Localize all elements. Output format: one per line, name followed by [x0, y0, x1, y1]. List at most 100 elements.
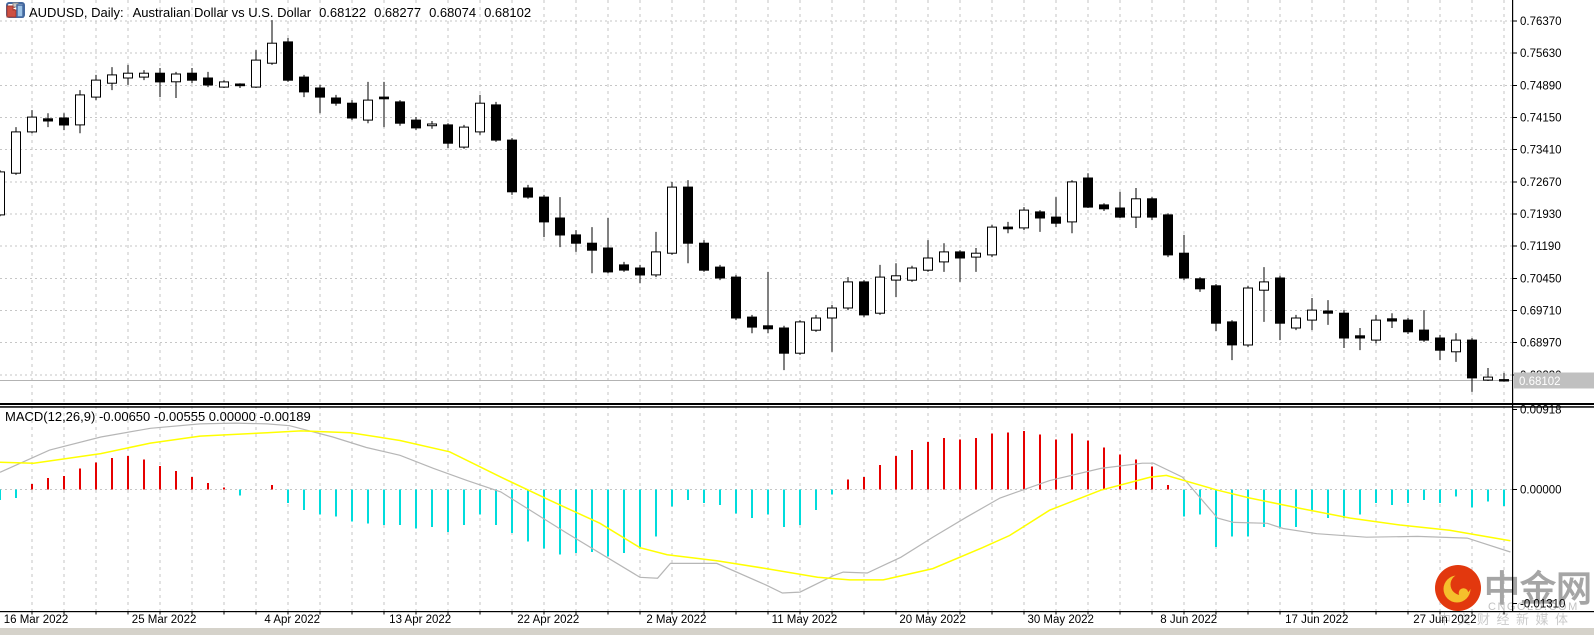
- candle-body: [171, 73, 181, 83]
- candle-body: [571, 234, 581, 244]
- candle-body: [139, 72, 149, 78]
- date-label[interactable]: 2 May 2022: [646, 614, 706, 626]
- symbol-title: AUDUSD, Daily:: [29, 4, 124, 20]
- candle-body: [587, 242, 597, 251]
- date-label[interactable]: 4 Apr 2022: [264, 614, 320, 626]
- macd-axis-label: -0.01310: [1520, 599, 1565, 611]
- date-label[interactable]: 27 Jun 2022: [1413, 614, 1476, 626]
- candle-body: [427, 123, 437, 127]
- candle-body: [779, 327, 789, 354]
- time-axis-line: [0, 611, 1594, 613]
- symbol-description: Australian Dollar vs U.S. Dollar: [132, 4, 312, 20]
- date-label[interactable]: 13 Apr 2022: [389, 614, 451, 626]
- candle-body: [43, 118, 53, 122]
- candle-body: [107, 74, 117, 84]
- candle-body: [299, 76, 309, 93]
- candle-body: [1099, 204, 1109, 210]
- price-axis-label: 0.75630: [1520, 48, 1562, 60]
- candle-body: [315, 87, 325, 98]
- price-axis-label: 0.74150: [1520, 113, 1562, 125]
- price-axis-line: [1512, 0, 1514, 612]
- candle-body: [27, 116, 37, 133]
- macd-axis-label: 0.00000: [1520, 484, 1562, 496]
- candle-body: [939, 251, 949, 263]
- candle-body: [603, 247, 613, 273]
- cngold-watermark: 中金网 CNGOLD.COM 中文财经新媒体: [1435, 565, 1592, 627]
- candle-body: [523, 187, 533, 198]
- candle-body: [1035, 211, 1045, 219]
- date-label[interactable]: 8 Jun 2022: [1160, 614, 1217, 626]
- candle-body: [747, 316, 757, 328]
- candle-body: [331, 97, 341, 104]
- price-axis-label: 0.68970: [1520, 338, 1562, 350]
- candle-body: [635, 267, 645, 276]
- price-axis-label: 0.73410: [1520, 145, 1562, 157]
- date-label[interactable]: 11 May 2022: [772, 614, 838, 626]
- candle-body: [731, 276, 741, 319]
- price-axis-label: 0.71190: [1520, 241, 1561, 253]
- candle-body: [619, 264, 629, 271]
- candle-body: [971, 252, 981, 258]
- candle-body: [1339, 312, 1349, 339]
- candle-body: [1435, 337, 1445, 351]
- candle-body: [1163, 214, 1173, 256]
- candle-body: [555, 217, 565, 236]
- candle-body: [1259, 281, 1269, 291]
- candle-body: [1227, 321, 1237, 346]
- candle-body: [1371, 319, 1381, 341]
- current-price-badge: [1514, 372, 1594, 389]
- candle-body: [1275, 277, 1285, 324]
- candle-body: [1115, 207, 1125, 218]
- candle-body: [795, 321, 805, 354]
- candle-body: [667, 186, 677, 254]
- date-label[interactable]: 30 May 2022: [1027, 614, 1094, 626]
- candle-body: [1403, 319, 1413, 333]
- candle-body: [875, 276, 885, 314]
- date-label[interactable]: 22 Apr 2022: [517, 614, 579, 626]
- macd-main-line: [0, 422, 1511, 594]
- candle-body: [1419, 329, 1429, 341]
- candle-body: [123, 72, 133, 79]
- candle-body: [1355, 335, 1365, 339]
- candle-body: [475, 102, 485, 133]
- candle-body: [955, 251, 965, 259]
- candle-body: [923, 257, 933, 271]
- candle-body: [539, 196, 549, 223]
- price-axis-label: 0.71930: [1520, 209, 1562, 221]
- macd-indicator-label: MACD(12,26,9) -0.00650 -0.00555 0.00000 …: [5, 409, 311, 424]
- watermark-domain: CNGOLD.COM: [1488, 601, 1579, 613]
- candle-body: [683, 186, 693, 244]
- candle-body: [187, 72, 197, 81]
- date-label[interactable]: 25 Mar 2022: [132, 614, 197, 626]
- price-axis-label: 0.70450: [1520, 273, 1562, 285]
- candle-body: [1179, 252, 1189, 279]
- candle-body: [843, 281, 853, 309]
- candle-body: [891, 275, 901, 281]
- candle-body: [267, 42, 277, 64]
- candle-body: [379, 96, 389, 100]
- candle-body: [1051, 216, 1061, 224]
- date-label[interactable]: 17 Jun 2022: [1285, 614, 1348, 626]
- candle-body: [811, 317, 821, 331]
- candle-body: [1483, 376, 1493, 381]
- candle-body: [1291, 317, 1301, 329]
- candle-body: [363, 99, 373, 121]
- date-label[interactable]: 20 May 2022: [899, 614, 966, 626]
- candle-body: [1083, 177, 1093, 208]
- macd-signal-line: [0, 430, 1511, 581]
- candle-body: [219, 81, 229, 88]
- candle-body: [75, 94, 85, 126]
- candle-body: [1147, 198, 1157, 218]
- price-axis-label: 0.74890: [1520, 80, 1562, 92]
- candle-body: [443, 124, 453, 144]
- candle-body: [155, 72, 165, 83]
- candle-body: [715, 266, 725, 279]
- panel-divider: [0, 403, 1594, 405]
- candle-body: [651, 251, 661, 276]
- date-label[interactable]: 16 Mar 2022: [4, 614, 69, 626]
- candle-body: [859, 281, 869, 316]
- candle-body: [59, 117, 69, 126]
- candle-body: [1067, 181, 1077, 223]
